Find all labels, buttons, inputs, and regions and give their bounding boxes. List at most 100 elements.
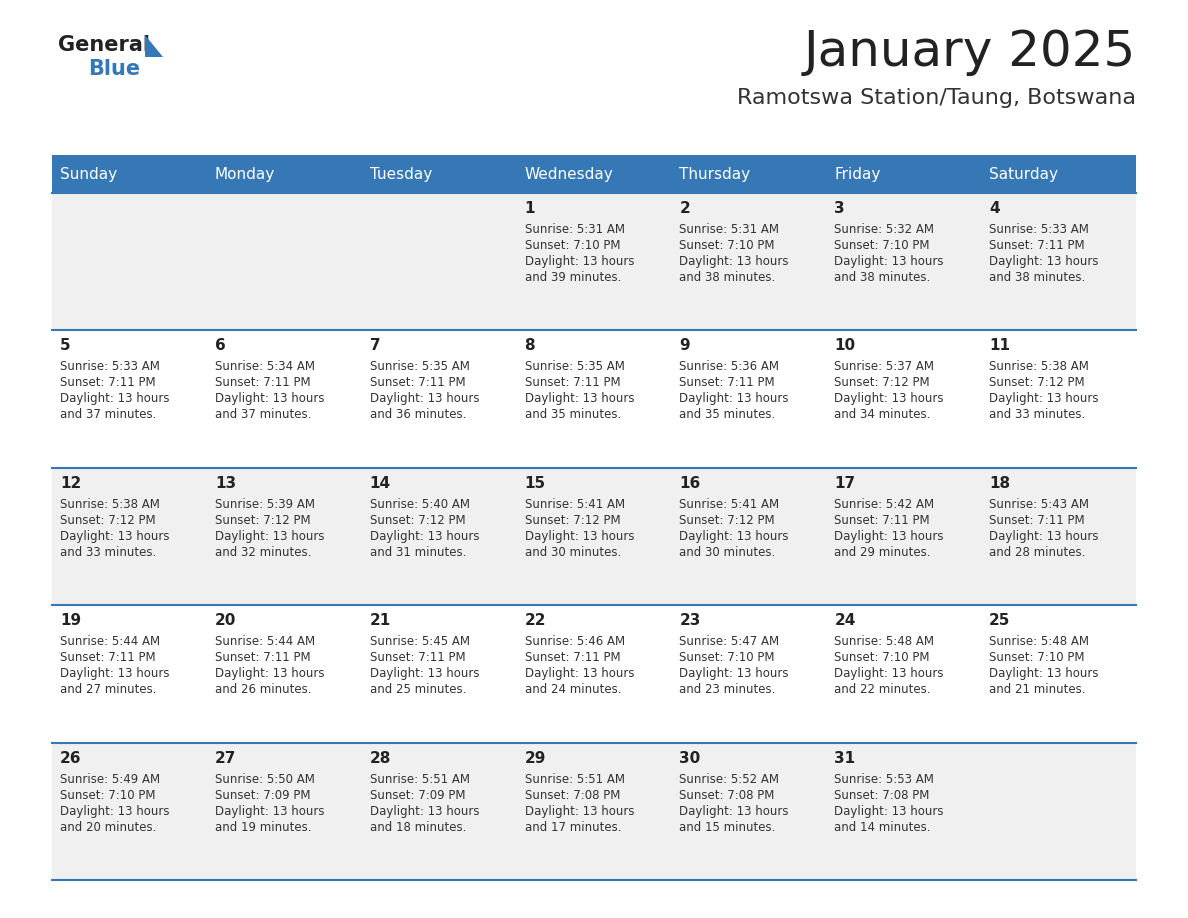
Text: 10: 10 (834, 339, 855, 353)
Text: Sunset: 7:11 PM: Sunset: 7:11 PM (525, 376, 620, 389)
Text: and 26 minutes.: and 26 minutes. (215, 683, 311, 696)
Text: 17: 17 (834, 476, 855, 491)
Text: 27: 27 (215, 751, 236, 766)
Text: 13: 13 (215, 476, 236, 491)
Text: 5: 5 (61, 339, 70, 353)
Text: Daylight: 13 hours: Daylight: 13 hours (525, 804, 634, 818)
Text: 1: 1 (525, 201, 535, 216)
Bar (52, 605, 1136, 743)
Text: Daylight: 13 hours: Daylight: 13 hours (61, 804, 170, 818)
Text: Daylight: 13 hours: Daylight: 13 hours (525, 667, 634, 680)
Text: Sunrise: 5:31 AM: Sunrise: 5:31 AM (680, 223, 779, 236)
Text: Daylight: 13 hours: Daylight: 13 hours (834, 530, 943, 543)
Text: Sunrise: 5:43 AM: Sunrise: 5:43 AM (990, 498, 1089, 510)
Text: Daylight: 13 hours: Daylight: 13 hours (680, 530, 789, 543)
Text: Sunset: 7:11 PM: Sunset: 7:11 PM (369, 376, 466, 389)
Text: Sunrise: 5:45 AM: Sunrise: 5:45 AM (369, 635, 469, 648)
Text: and 28 minutes.: and 28 minutes. (990, 546, 1086, 559)
Text: 3: 3 (834, 201, 845, 216)
Text: 8: 8 (525, 339, 536, 353)
Text: 16: 16 (680, 476, 701, 491)
Text: Sunset: 7:10 PM: Sunset: 7:10 PM (61, 789, 156, 801)
Bar (52, 193, 1136, 330)
Bar (52, 330, 1136, 468)
Text: Sunday: Sunday (61, 166, 118, 182)
Text: 18: 18 (990, 476, 1010, 491)
Text: and 27 minutes.: and 27 minutes. (61, 683, 157, 696)
Text: Daylight: 13 hours: Daylight: 13 hours (834, 667, 943, 680)
Text: Sunset: 7:11 PM: Sunset: 7:11 PM (61, 376, 156, 389)
Text: and 20 minutes.: and 20 minutes. (61, 821, 157, 834)
Text: Sunrise: 5:35 AM: Sunrise: 5:35 AM (525, 361, 625, 374)
Text: Wednesday: Wednesday (525, 166, 613, 182)
Text: 26: 26 (61, 751, 82, 766)
Text: Thursday: Thursday (680, 166, 751, 182)
Text: Friday: Friday (834, 166, 880, 182)
Text: 23: 23 (680, 613, 701, 628)
Text: Daylight: 13 hours: Daylight: 13 hours (215, 804, 324, 818)
Text: and 29 minutes.: and 29 minutes. (834, 546, 930, 559)
Text: Sunset: 7:10 PM: Sunset: 7:10 PM (680, 239, 775, 252)
Text: Sunrise: 5:33 AM: Sunrise: 5:33 AM (990, 223, 1089, 236)
Text: Daylight: 13 hours: Daylight: 13 hours (680, 667, 789, 680)
Text: Sunset: 7:10 PM: Sunset: 7:10 PM (680, 651, 775, 665)
Text: 14: 14 (369, 476, 391, 491)
Text: 31: 31 (834, 751, 855, 766)
Text: 24: 24 (834, 613, 855, 628)
Text: Sunset: 7:11 PM: Sunset: 7:11 PM (369, 651, 466, 665)
Text: Daylight: 13 hours: Daylight: 13 hours (834, 804, 943, 818)
Text: Sunset: 7:12 PM: Sunset: 7:12 PM (215, 514, 310, 527)
Text: Sunset: 7:08 PM: Sunset: 7:08 PM (834, 789, 930, 801)
Text: and 19 minutes.: and 19 minutes. (215, 821, 311, 834)
Text: and 23 minutes.: and 23 minutes. (680, 683, 776, 696)
Text: Daylight: 13 hours: Daylight: 13 hours (369, 530, 479, 543)
Text: Daylight: 13 hours: Daylight: 13 hours (215, 530, 324, 543)
Text: Sunrise: 5:34 AM: Sunrise: 5:34 AM (215, 361, 315, 374)
Text: Sunrise: 5:40 AM: Sunrise: 5:40 AM (369, 498, 469, 510)
Text: and 33 minutes.: and 33 minutes. (61, 546, 157, 559)
Text: Sunset: 7:10 PM: Sunset: 7:10 PM (834, 651, 930, 665)
Text: and 37 minutes.: and 37 minutes. (61, 409, 157, 421)
Text: Tuesday: Tuesday (369, 166, 432, 182)
Text: Daylight: 13 hours: Daylight: 13 hours (680, 804, 789, 818)
Text: Sunset: 7:12 PM: Sunset: 7:12 PM (834, 376, 930, 389)
Text: Sunrise: 5:44 AM: Sunrise: 5:44 AM (61, 635, 160, 648)
Polygon shape (145, 35, 163, 57)
Text: Daylight: 13 hours: Daylight: 13 hours (369, 667, 479, 680)
Text: and 36 minutes.: and 36 minutes. (369, 409, 466, 421)
Text: and 33 minutes.: and 33 minutes. (990, 409, 1086, 421)
Text: and 14 minutes.: and 14 minutes. (834, 821, 930, 834)
Text: Sunrise: 5:53 AM: Sunrise: 5:53 AM (834, 773, 934, 786)
Text: Sunset: 7:12 PM: Sunset: 7:12 PM (525, 514, 620, 527)
Text: Blue: Blue (88, 59, 140, 79)
Text: Sunset: 7:12 PM: Sunset: 7:12 PM (990, 376, 1085, 389)
Text: 9: 9 (680, 339, 690, 353)
Text: Daylight: 13 hours: Daylight: 13 hours (61, 530, 170, 543)
Text: Sunset: 7:09 PM: Sunset: 7:09 PM (369, 789, 466, 801)
Text: Sunset: 7:08 PM: Sunset: 7:08 PM (680, 789, 775, 801)
Text: Monday: Monday (215, 166, 276, 182)
Text: Daylight: 13 hours: Daylight: 13 hours (680, 392, 789, 406)
Text: Sunrise: 5:41 AM: Sunrise: 5:41 AM (680, 498, 779, 510)
Text: Sunset: 7:11 PM: Sunset: 7:11 PM (215, 651, 310, 665)
Text: and 22 minutes.: and 22 minutes. (834, 683, 930, 696)
Text: Sunset: 7:10 PM: Sunset: 7:10 PM (525, 239, 620, 252)
Text: Sunset: 7:10 PM: Sunset: 7:10 PM (834, 239, 930, 252)
Text: Saturday: Saturday (990, 166, 1059, 182)
Text: Sunrise: 5:39 AM: Sunrise: 5:39 AM (215, 498, 315, 510)
Text: Sunset: 7:11 PM: Sunset: 7:11 PM (525, 651, 620, 665)
Text: Sunrise: 5:35 AM: Sunrise: 5:35 AM (369, 361, 469, 374)
Text: Sunrise: 5:38 AM: Sunrise: 5:38 AM (61, 498, 160, 510)
Text: Sunrise: 5:36 AM: Sunrise: 5:36 AM (680, 361, 779, 374)
Text: Daylight: 13 hours: Daylight: 13 hours (990, 530, 1099, 543)
Text: Daylight: 13 hours: Daylight: 13 hours (990, 667, 1099, 680)
Bar (52, 743, 1136, 880)
Text: 11: 11 (990, 339, 1010, 353)
Text: and 38 minutes.: and 38 minutes. (834, 271, 930, 284)
Text: and 38 minutes.: and 38 minutes. (990, 271, 1086, 284)
Text: and 31 minutes.: and 31 minutes. (369, 546, 466, 559)
Text: Sunrise: 5:48 AM: Sunrise: 5:48 AM (990, 635, 1089, 648)
Text: and 18 minutes.: and 18 minutes. (369, 821, 466, 834)
Text: and 25 minutes.: and 25 minutes. (369, 683, 466, 696)
Text: and 30 minutes.: and 30 minutes. (680, 546, 776, 559)
